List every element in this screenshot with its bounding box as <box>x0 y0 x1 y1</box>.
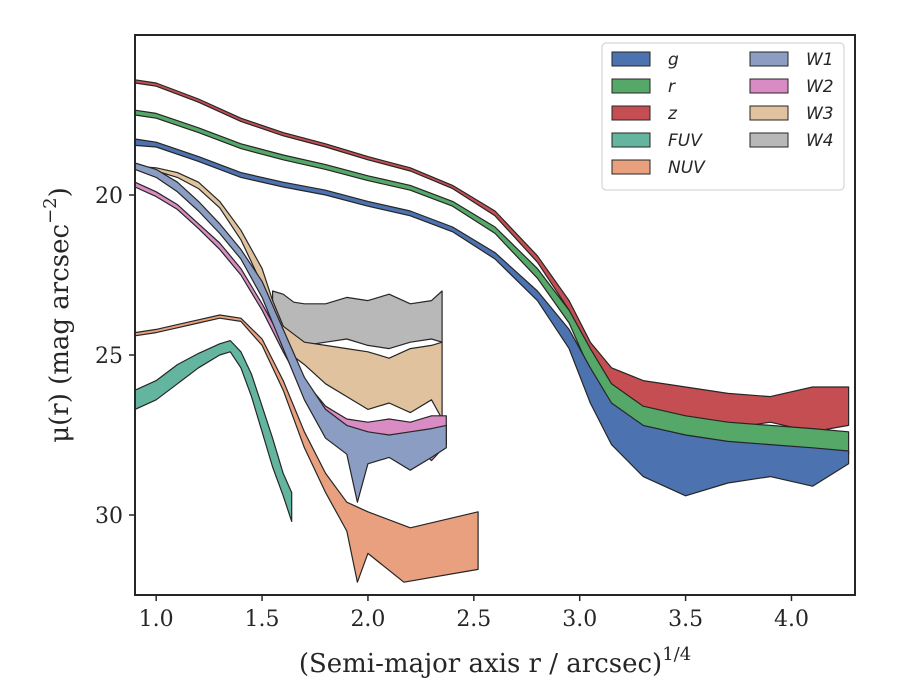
band-FUV <box>134 340 293 522</box>
x-tick-label: 2.0 <box>350 607 385 632</box>
legend-swatch-W2 <box>749 78 789 94</box>
band-g <box>134 138 850 497</box>
x-tick-label: 4.0 <box>774 607 809 632</box>
legend-label-W4: W4 <box>806 131 834 151</box>
y-axis-title-suffix: ) <box>45 187 75 197</box>
y-axis-ticks: 20 25 30 <box>95 184 135 529</box>
legend-swatch-g <box>611 51 651 67</box>
y-tick-label: 20 <box>95 184 123 209</box>
legend-swatch-W3 <box>749 105 789 121</box>
legend-swatch-W4 <box>749 132 789 148</box>
x-tick-label: 3.0 <box>562 607 597 632</box>
y-axis-title-exponent: −2 <box>40 197 61 224</box>
x-tick-label: 3.5 <box>668 607 703 632</box>
legend-label-FUV: FUV <box>668 131 703 151</box>
plot-frame <box>134 34 856 596</box>
legend-label-r: r <box>668 77 676 97</box>
band-z <box>134 79 850 433</box>
x-tick-label: 1.0 <box>139 607 174 632</box>
legend-label-W3: W3 <box>806 104 834 124</box>
legend-swatch-W1 <box>749 51 789 67</box>
x-tick-label: 1.5 <box>245 607 280 632</box>
legend-label-W2: W2 <box>806 77 834 97</box>
y-tick-label: 25 <box>95 344 123 369</box>
legend-label-z: z <box>667 104 678 124</box>
x-axis-title-exponent: 1/4 <box>662 644 691 665</box>
legend-swatch-FUV <box>611 132 651 148</box>
band-NUV <box>134 314 479 583</box>
y-axis-title-text: μ(r) (mag arcsec <box>45 224 75 443</box>
legend-swatch-r <box>611 78 651 94</box>
band-W1 <box>134 162 447 503</box>
legend-label-NUV: NUV <box>668 158 706 178</box>
legend-swatch-NUV <box>611 159 651 175</box>
legend-label-g: g <box>668 50 679 70</box>
x-axis-title-text: (Semi-major axis r / arcsec) <box>299 649 662 679</box>
legend: grz FUV NUV W1 W2 W3 W4 <box>601 42 845 191</box>
legend-label-W1: W1 <box>806 50 834 70</box>
profile-bands <box>134 79 850 583</box>
x-axis-title: (Semi-major axis r / arcsec)1/4 <box>299 644 691 679</box>
x-tick-label: 2.5 <box>456 607 491 632</box>
y-tick-label: 30 <box>95 504 123 529</box>
legend-swatch-z <box>611 105 651 121</box>
y-axis-title: μ(r) (mag arcsec−2) <box>40 187 75 443</box>
x-axis-ticks: 1.0 1.5 2.0 2.5 3.0 3.5 4.0 <box>139 595 809 632</box>
